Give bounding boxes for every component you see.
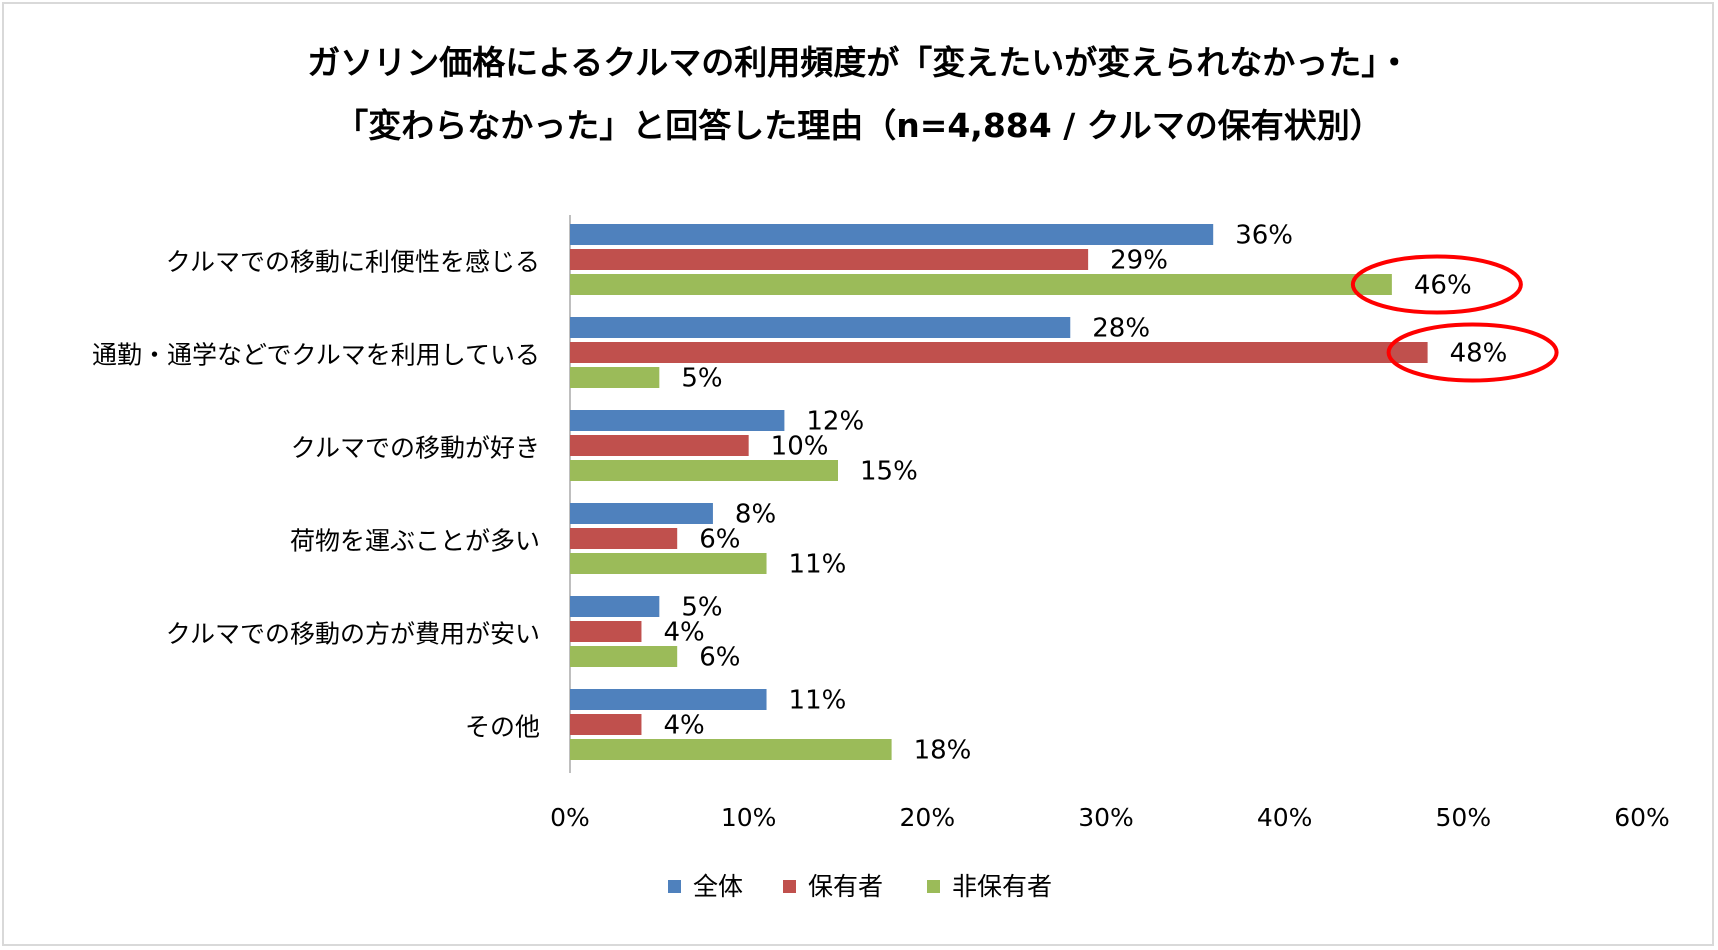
bar (570, 249, 1089, 270)
data-label: 15% (860, 457, 918, 487)
bar (570, 689, 767, 710)
legend-label: 全体 (693, 872, 743, 901)
legend-label: 非保有者 (952, 872, 1052, 901)
x-tick-label: 60% (1614, 803, 1670, 832)
data-label: 12% (806, 407, 864, 437)
data-label: 11% (789, 686, 847, 716)
x-tick-label: 30% (1078, 803, 1134, 832)
data-label: 48% (1450, 339, 1508, 369)
x-tick-label: 10% (721, 803, 777, 832)
bar (570, 596, 660, 617)
data-label: 28% (1092, 314, 1150, 344)
data-label: 11% (789, 550, 847, 580)
bar (570, 646, 678, 667)
category-label: 通勤・通学などでクルマを利用している (92, 341, 540, 370)
data-label: 46% (1414, 271, 1472, 301)
x-tick-label: 40% (1257, 803, 1313, 832)
category-label: クルマでの移動が好き (291, 434, 540, 463)
data-label: 6% (699, 643, 740, 673)
data-label: 4% (663, 711, 704, 741)
bar (570, 274, 1392, 295)
bar (570, 553, 767, 574)
category-label: クルマでの移動に利便性を感じる (166, 248, 540, 277)
bar (570, 714, 642, 735)
highlight-ellipse (1386, 322, 1559, 383)
bar (570, 410, 785, 431)
bar (570, 460, 838, 481)
chart-subtitle: 「変わらなかった」と回答した理由（n=4,884 / クルマの保有状別） (335, 106, 1383, 145)
bar (570, 224, 1214, 245)
category-label: その他 (465, 713, 540, 742)
x-tick-label: 0% (550, 803, 590, 832)
highlight-ellipse (1350, 254, 1523, 315)
legend-swatch (668, 880, 681, 893)
bar (570, 367, 660, 388)
bar (570, 503, 713, 524)
x-tick-label: 50% (1436, 803, 1492, 832)
data-label: 4% (663, 618, 704, 648)
legend-swatch (783, 880, 796, 893)
category-label: クルマでの移動の方が費用が安い (166, 620, 540, 649)
data-label: 18% (914, 736, 972, 766)
data-label: 36% (1235, 221, 1293, 251)
data-label: 5% (681, 364, 722, 394)
bar (570, 621, 642, 642)
data-label: 5% (681, 593, 722, 623)
bar (570, 528, 678, 549)
bar (570, 342, 1428, 363)
data-label: 29% (1110, 246, 1168, 276)
bar (570, 739, 892, 760)
bar (570, 435, 749, 456)
legend-label: 保有者 (808, 872, 883, 901)
bar (570, 317, 1071, 338)
category-label: 荷物を運ぶことが多い (290, 527, 540, 556)
data-label: 8% (735, 500, 776, 530)
legend-swatch (927, 880, 940, 893)
x-tick-label: 20% (900, 803, 956, 832)
chart-title: ガソリン価格によるクルマの利用頻度が「変えたいが変えられなかった」・ (307, 43, 1411, 82)
data-label: 10% (771, 432, 829, 462)
data-label: 6% (699, 525, 740, 555)
